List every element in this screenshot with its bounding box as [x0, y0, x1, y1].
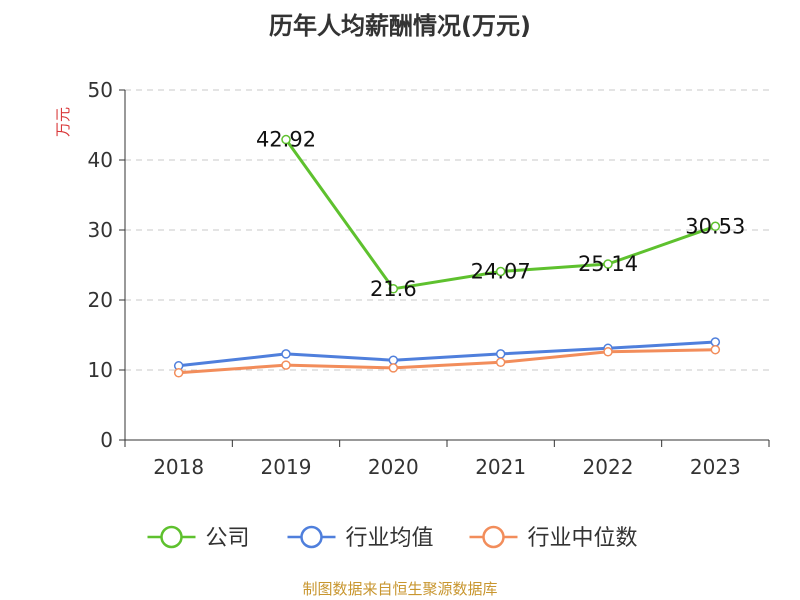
data-point — [281, 134, 291, 145]
data-point — [495, 349, 506, 359]
x-tick-label: 2022 — [583, 455, 634, 479]
data-label: 21.6 — [370, 277, 417, 301]
axes: 0 10 20 30 40 50 2018 2019 2020 2021 2022 2023 — [88, 78, 770, 479]
legend-marker — [300, 525, 323, 549]
legend-marker — [482, 525, 505, 549]
x-tick-label: 2018 — [153, 455, 204, 479]
y-tick-label: 0 — [100, 428, 113, 452]
data-point — [388, 363, 399, 373]
data-point — [281, 349, 291, 359]
y-tick-label: 20 — [88, 288, 113, 312]
data-label: 42.92 — [256, 128, 316, 152]
data-point — [710, 337, 721, 347]
data-point — [495, 266, 506, 277]
data-label: 30.53 — [685, 214, 745, 238]
legend-label: 行业均值 — [346, 526, 434, 551]
x-tick-label: 2021 — [475, 455, 526, 479]
data-point — [710, 221, 721, 232]
y-tick-label: 10 — [88, 358, 113, 382]
grid-lines — [125, 89, 769, 371]
x-tick-label: 2019 — [261, 455, 312, 479]
x-tick-label: 2023 — [690, 455, 741, 479]
data-label: 24.07 — [471, 260, 531, 284]
chart-title: 历年人均薪酬情况(万元) — [269, 12, 531, 40]
legend-label: 行业中位数 — [528, 526, 638, 551]
series-line — [178, 340, 716, 368]
data-point — [173, 368, 184, 378]
data-point — [603, 259, 613, 269]
data-labels: 42.92 21.6 24.07 25.14 30.53 — [256, 128, 745, 301]
data-point — [281, 360, 291, 370]
data-point — [495, 357, 506, 368]
source-note: 制图数据来自恒生聚源数据库 — [302, 580, 498, 598]
y-tick-label: 30 — [88, 218, 113, 242]
y-tick-label: 50 — [88, 78, 113, 102]
series-line — [178, 348, 716, 375]
legend-marker — [160, 525, 183, 549]
data-point — [710, 344, 721, 355]
data-label: 25.14 — [578, 252, 638, 276]
y-tick-label: 40 — [88, 148, 113, 172]
x-tick-label: 2020 — [368, 455, 419, 479]
data-point — [603, 347, 613, 357]
legend: 公司 行业均值 行业中位数 — [147, 525, 638, 551]
data-point — [388, 284, 399, 294]
series-lines — [173, 134, 721, 378]
data-point — [388, 355, 399, 365]
y-axis-label: 万元 — [54, 107, 72, 137]
legend-label: 公司 — [206, 526, 250, 551]
